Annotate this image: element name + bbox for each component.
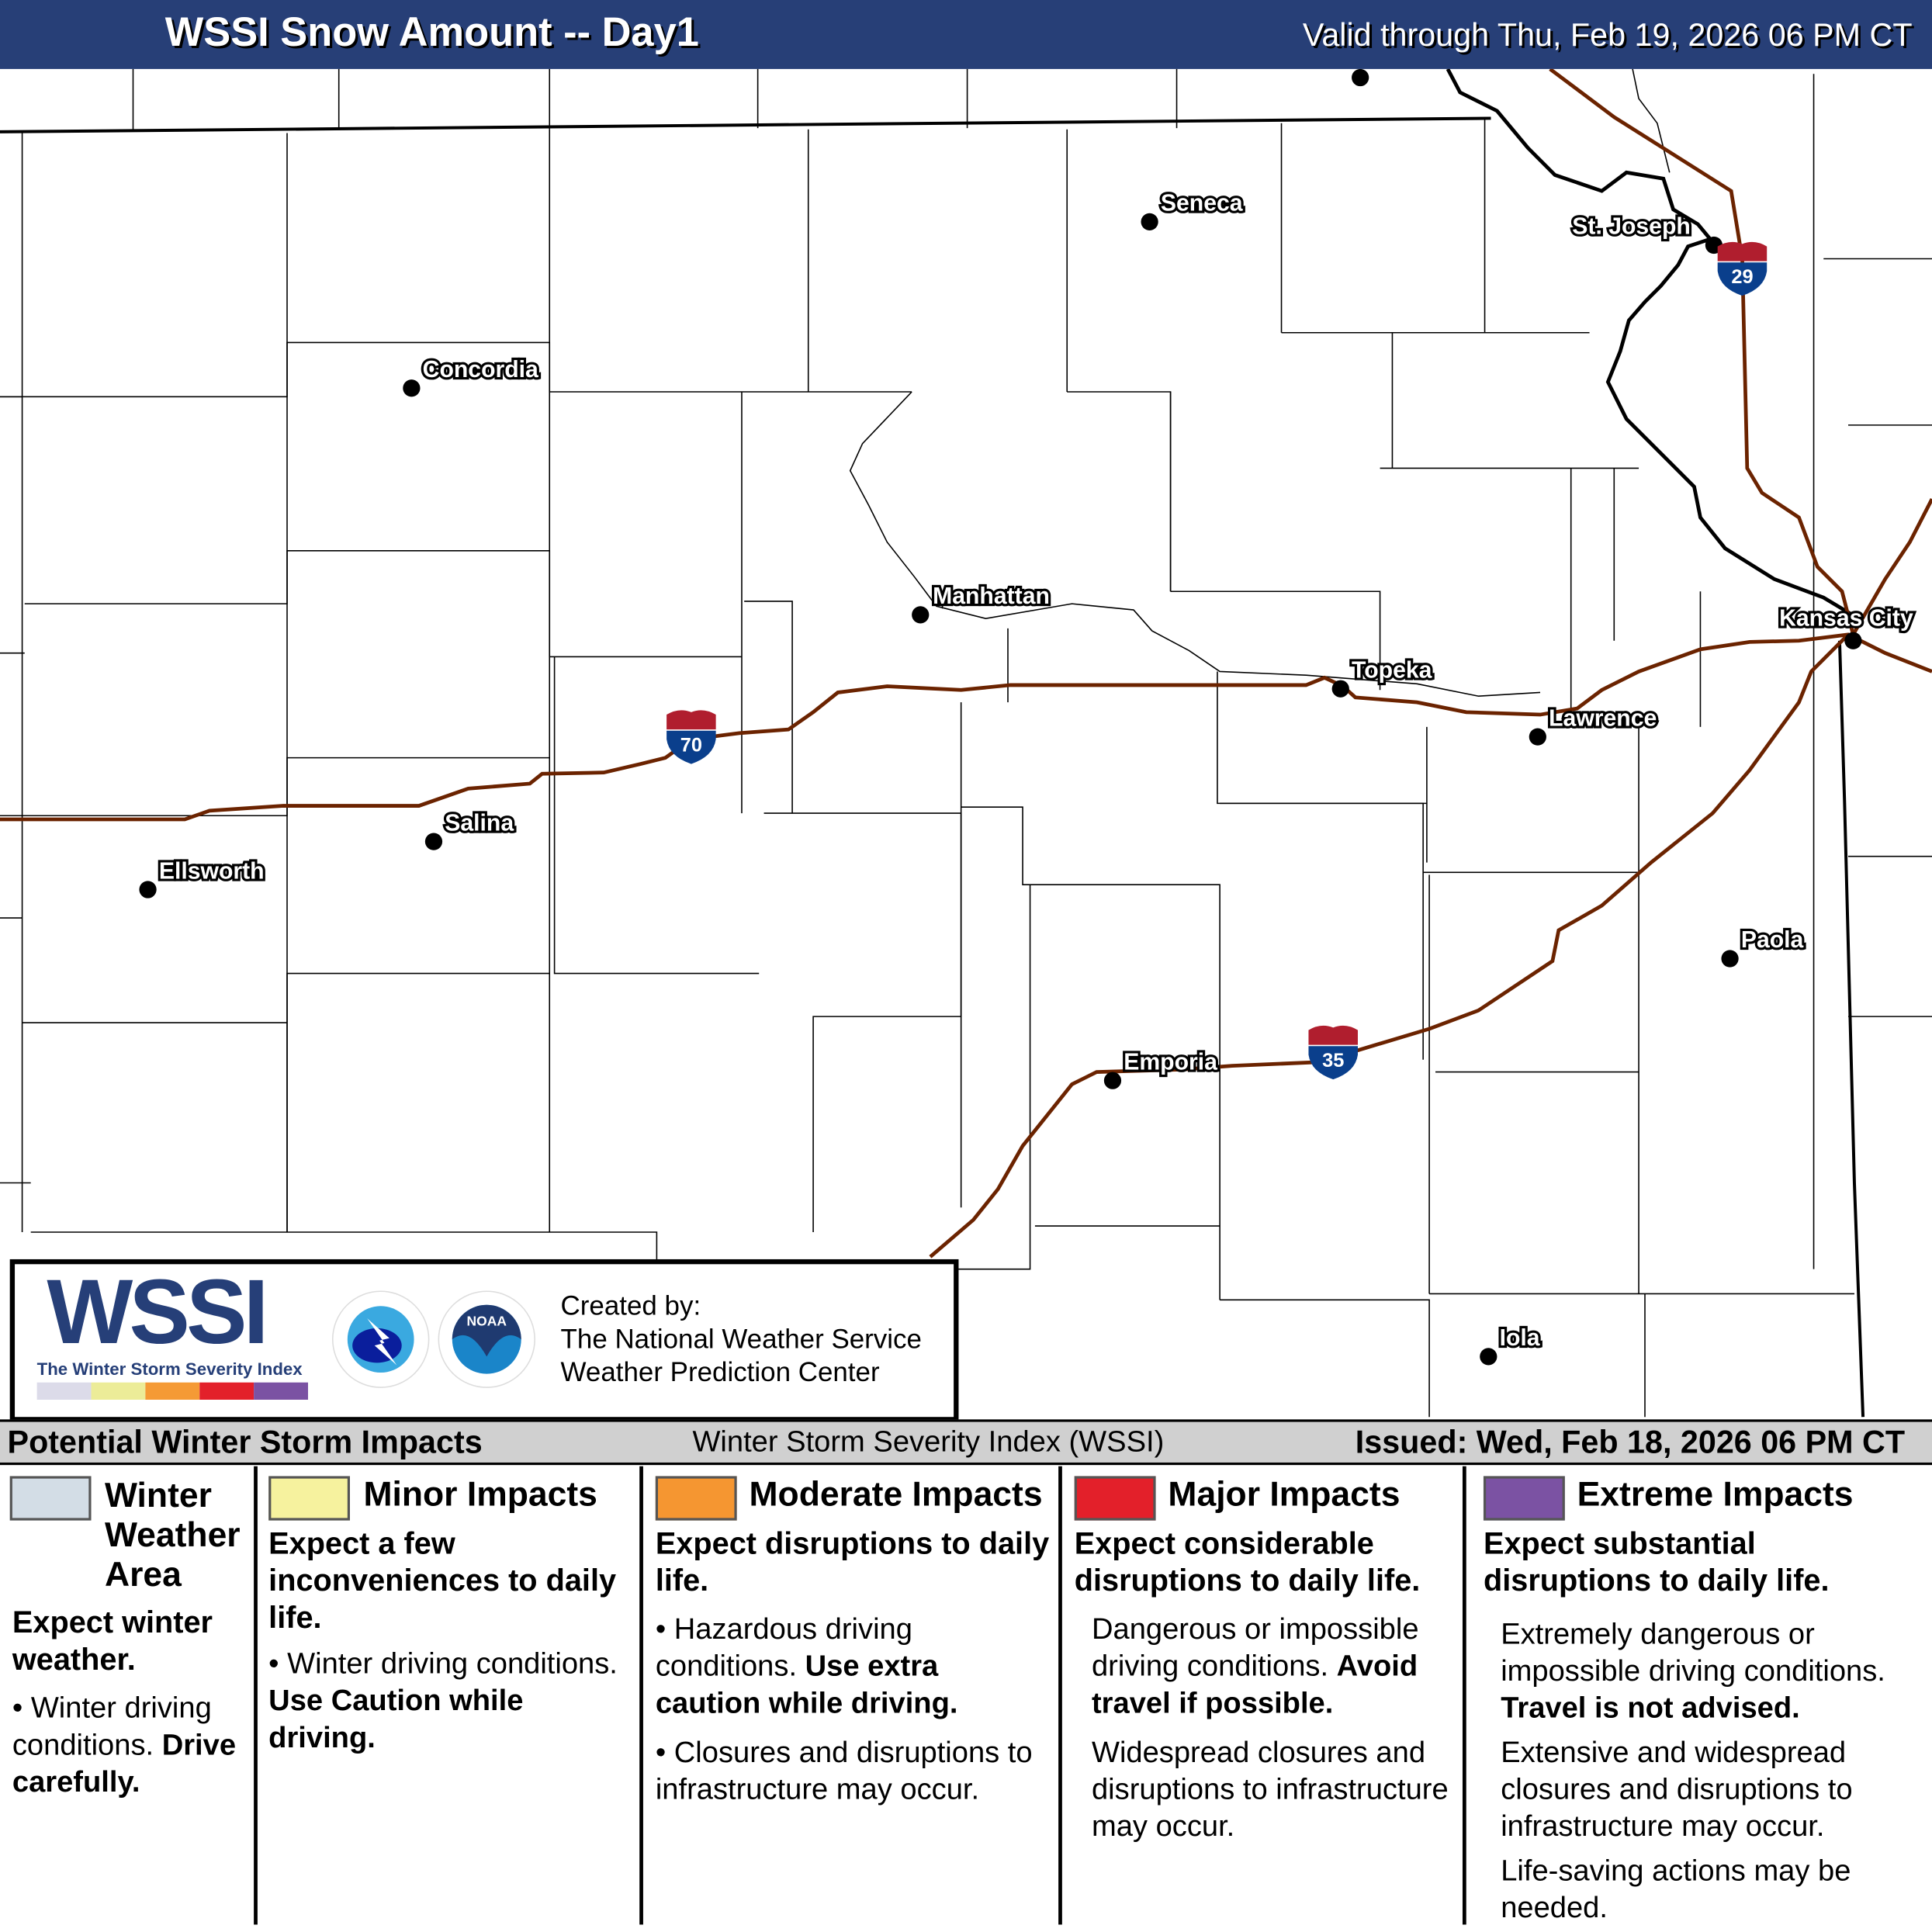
legend-divider xyxy=(1058,1466,1062,1925)
i29-route xyxy=(1549,68,1932,640)
i29-shield-icon: 29 xyxy=(1717,241,1768,296)
level-driving: Winter driving conditions. xyxy=(287,1647,618,1681)
created-by-label: Created by: xyxy=(560,1290,701,1321)
level-advice: Drive carefully. xyxy=(12,1728,237,1799)
level-infrastructure: Extensive and widespread closures and di… xyxy=(1501,1736,1853,1844)
noaa-logo-icon: NOAA xyxy=(438,1290,535,1388)
level-name: Extreme Impacts xyxy=(1577,1474,1854,1514)
level-advice: Use Caution while driving. xyxy=(268,1684,524,1755)
swatch-minor xyxy=(268,1476,350,1521)
city-labels: Seneca St. Joseph Concordia Manhattan To… xyxy=(157,188,1916,1353)
level-advice: Use extra caution while driving. xyxy=(655,1650,958,1720)
legend-divider xyxy=(254,1466,258,1925)
level-advice: Avoid travel if possible. xyxy=(1091,1650,1418,1720)
i35-shield-icon: 35 xyxy=(1308,1025,1358,1080)
nws-logo-icon xyxy=(331,1290,430,1388)
map-title: WSSI Snow Amount -- Day1 xyxy=(164,9,699,54)
county-lines xyxy=(0,68,1932,1418)
interstates xyxy=(0,68,1932,1259)
city-dots xyxy=(139,68,1862,1366)
credit-nws: The National Weather Service xyxy=(560,1323,922,1355)
svg-text:35: 35 xyxy=(1322,1050,1344,1072)
legend-index-name: Winter Storm Severity Index (WSSI) xyxy=(692,1425,1165,1459)
map: Seneca St. Joseph Concordia Manhattan To… xyxy=(0,68,1932,1418)
level-summary: Expect considerable disruptions to daily… xyxy=(1074,1526,1421,1598)
svg-text:29: 29 xyxy=(1731,266,1753,288)
city-ellsworth: Ellsworth xyxy=(159,858,265,884)
level-infrastructure: Closures and disruptions to infrastructu… xyxy=(655,1736,1033,1807)
level-name: Winter Weather Area xyxy=(104,1476,241,1594)
svg-text:NOAA: NOAA xyxy=(467,1314,507,1329)
legend-winter-weather-area: Winter Weather Area Expect winter weathe… xyxy=(0,1466,253,1925)
credits-text: Created by: The National Weather Service… xyxy=(561,1289,922,1389)
wssi-logo: WSSI xyxy=(47,1260,268,1363)
swatch-winter-weather xyxy=(9,1476,92,1521)
swatch-extreme xyxy=(1483,1476,1565,1521)
level-life-saving: Life-saving actions may be needed. xyxy=(1501,1854,1851,1925)
city-concordia: Concordia xyxy=(423,357,538,383)
level-name: Major Impacts xyxy=(1168,1474,1401,1514)
interstate-shields: 70 29 35 xyxy=(667,241,1768,1080)
legend-extreme-impacts: Extreme Impacts Expect substantial disru… xyxy=(1469,1466,1930,1925)
wssi-tagline: The Winter Storm Severity Index xyxy=(36,1359,303,1379)
wssi-color-bar xyxy=(36,1382,309,1400)
city-st-joseph: St. Joseph xyxy=(1572,214,1691,240)
level-driving: Hazardous driving conditions. xyxy=(655,1612,912,1684)
swatch-major xyxy=(1074,1476,1156,1521)
level-name: Moderate Impacts xyxy=(749,1474,1043,1514)
level-summary: Expect a few inconveniences to daily lif… xyxy=(268,1526,617,1636)
legend-divider xyxy=(639,1466,643,1925)
city-lawrence: Lawrence xyxy=(1549,705,1657,731)
issued-time: Issued: Wed, Feb 18, 2026 06 PM CT xyxy=(1355,1423,1906,1460)
level-infrastructure: Widespread closures and disruptions to i… xyxy=(1091,1736,1449,1844)
city-paola: Paola xyxy=(1741,927,1804,953)
level-summary: Expect winter weather. xyxy=(12,1605,213,1678)
level-driving: Dangerous or impossible driving conditio… xyxy=(1091,1612,1419,1684)
title-bar: WSSI Snow Amount -- Day1 Valid through T… xyxy=(0,0,1932,69)
city-emporia: Emporia xyxy=(1124,1049,1217,1075)
city-kansas-city: Kansas City xyxy=(1779,606,1913,632)
city-seneca: Seneca xyxy=(1161,191,1243,216)
level-driving: Winter driving conditions. xyxy=(12,1691,212,1762)
swatch-moderate xyxy=(655,1476,737,1521)
legend-header: Potential Winter Storm Impacts Winter St… xyxy=(0,1419,1932,1466)
level-summary: Expect substantial disruptions to daily … xyxy=(1483,1526,1830,1598)
valid-time: Valid through Thu, Feb 19, 2026 06 PM CT xyxy=(1302,16,1913,54)
i70-shield-icon: 70 xyxy=(667,710,716,764)
legend-divider xyxy=(1462,1466,1466,1925)
legend-moderate-impacts: Moderate Impacts Expect disruptions to d… xyxy=(655,1474,1050,1807)
city-salina: Salina xyxy=(445,810,514,836)
city-iola: Iola xyxy=(1500,1325,1540,1351)
state-borders xyxy=(0,116,1865,1418)
legend-major-impacts: Major Impacts Expect considerable disrup… xyxy=(1065,1466,1461,1925)
credit-wpc: Weather Prediction Center xyxy=(560,1356,880,1388)
level-advice: Travel is not advised. xyxy=(1501,1691,1800,1726)
i35-route xyxy=(929,633,1850,1259)
level-summary: Expect disruptions to daily life. xyxy=(655,1526,1050,1598)
i70-route xyxy=(0,632,1932,822)
legend-minor-impacts: Minor Impacts Expect a few inconvenience… xyxy=(258,1466,638,1925)
level-name: Minor Impacts xyxy=(363,1474,597,1514)
level-driving: Extremely dangerous or impossible drivin… xyxy=(1501,1618,1885,1688)
city-topeka: Topeka xyxy=(1352,657,1432,683)
legend-title: Potential Winter Storm Impacts xyxy=(7,1423,483,1460)
svg-text:70: 70 xyxy=(680,735,702,757)
credits-box: WSSI The Winter Storm Severity Index NOA… xyxy=(9,1259,959,1422)
city-manhattan: Manhattan xyxy=(933,583,1050,609)
